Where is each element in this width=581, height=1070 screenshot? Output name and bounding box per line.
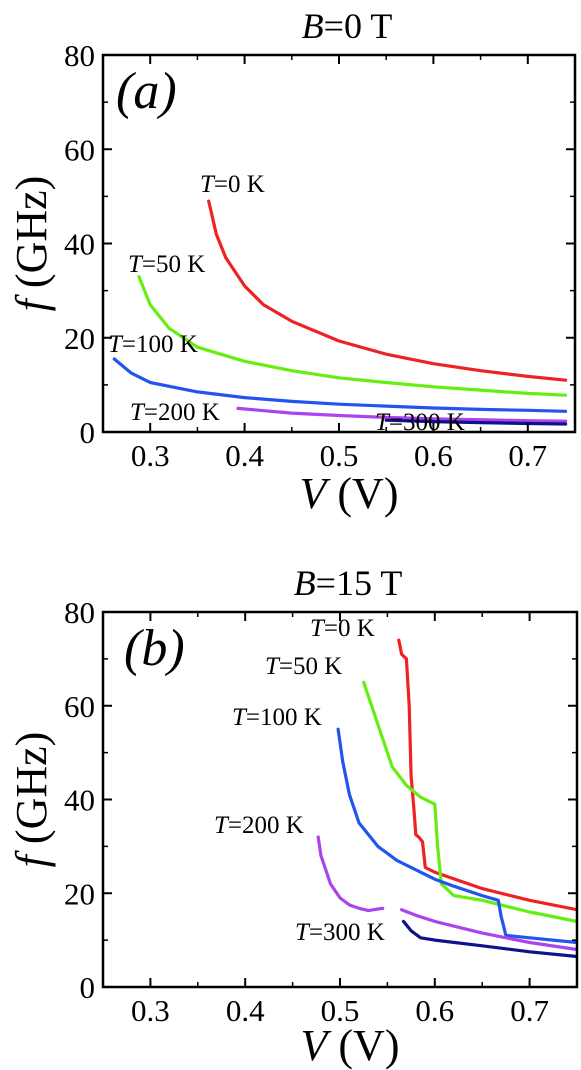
series-label-5-italic: T [295,919,311,946]
series-label-3-italic: T [130,399,146,426]
x-axis-label-rest: (V) [326,469,398,518]
y-tick-label: 80 [64,595,95,630]
series-line-3 [236,406,568,423]
series-label-0-rest: =0 K [214,171,265,198]
y-axis-label-rest: (GHz) [7,176,56,299]
x-axis-label-italic: V [300,469,332,518]
series-line-2 [112,357,568,413]
series-line-5 [401,919,577,959]
series-label-0-italic: T [200,171,216,198]
y-tick-label: 60 [64,132,95,167]
x-tick-label: 0.5 [321,993,360,1028]
series-label-1: T=50 K [265,653,342,680]
x-tick-label: 0.7 [510,993,549,1028]
x-tick-label: 0.7 [508,438,547,473]
series-label-0-rest: =0 K [324,615,375,642]
series-label-2-rest: =100 K [122,331,198,358]
chart-panel-a: 0.3 0.4 0.5 0.6 0.7 0 20 40 60 80 B=0 T (a) V (V) f (… [7,6,577,518]
series-label-2: T=100 K [108,331,198,358]
series-label-2: T=100 K [232,704,322,731]
chart-title-rest: =0 T [324,6,393,46]
series-line-4 [384,418,568,426]
series-label-1-italic: T [265,653,281,680]
series-label-1: T=50 K [128,251,205,278]
series-label-0-italic: T [310,615,326,642]
x-tick-label: 0.4 [226,993,265,1028]
chart-panel-b: 0.3 0.4 0.5 0.6 0.7 0 20 40 60 80 B=15 T (b) V (V) f … [7,563,579,1070]
series-label-3-italic: T [214,812,230,839]
y-axis-label: f (GHz) [7,176,56,312]
series-line-4 [400,908,577,952]
series-line-1 [137,274,568,397]
y-tick-label: 0 [80,970,96,1005]
series-label-2-italic: T [232,704,248,731]
y-axis-label-rest: (GHz) [7,732,56,855]
x-axis-label: V (V) [301,1021,400,1070]
x-axis-label: V (V) [300,469,399,518]
series-line-0 [207,199,568,382]
series-label-3-rest: =200 K [228,812,304,839]
x-axis-label-italic: V [301,1021,333,1070]
series-label-1-rest: =50 K [279,653,342,680]
chart-title: B=15 T [294,563,403,603]
x-axis-label-rest: (V) [327,1021,399,1070]
series-label-3: T=200 K [130,399,220,426]
y-tick-label: 80 [64,38,95,73]
series-label-2-rest: =100 K [246,704,322,731]
series-label-4: T=300 K [375,409,465,436]
chart-title-italic: B [302,6,324,46]
x-tick-label: 0.4 [225,438,264,473]
series-label-3: T=200 K [214,812,304,839]
x-tick-label: 0.3 [131,993,170,1028]
chart-title-italic: B [294,563,316,603]
panel-label: (a) [116,63,177,120]
series-label-4-rest: =300 K [389,409,465,436]
y-axis-label: f (GHz) [7,732,56,868]
series-line-2 [336,727,577,945]
series-line-1 [362,680,577,924]
series-label-4-italic: T [375,409,391,436]
series-label-1-italic: T [128,251,144,278]
y-tick-label: 40 [64,783,95,818]
series-label-0: T=0 K [310,615,375,642]
series-label-5-rest: =300 K [309,919,385,946]
y-tick-label: 0 [80,415,96,450]
y-tick-label: 60 [64,689,95,724]
y-tick-label: 20 [64,876,95,911]
y-tick-label: 20 [64,321,95,356]
x-tick-label: 0.6 [414,438,453,473]
x-tick-label: 0.6 [415,993,454,1028]
chart-title: B=0 T [302,6,393,46]
y-tick-label: 40 [64,227,95,262]
x-tick-label: 0.5 [320,438,359,473]
series-label-1-rest: =50 K [142,251,205,278]
chart-title-rest: =15 T [316,563,403,603]
series-label-5: T=300 K [295,919,385,946]
series-line-0 [397,638,577,912]
x-tick-label: 0.3 [131,438,170,473]
series-label-3-rest: =200 K [144,399,220,426]
series-label-0: T=0 K [200,171,265,198]
series-line-3 [316,835,385,913]
panel-label: (b) [124,620,185,677]
series-label-2-italic: T [108,331,124,358]
